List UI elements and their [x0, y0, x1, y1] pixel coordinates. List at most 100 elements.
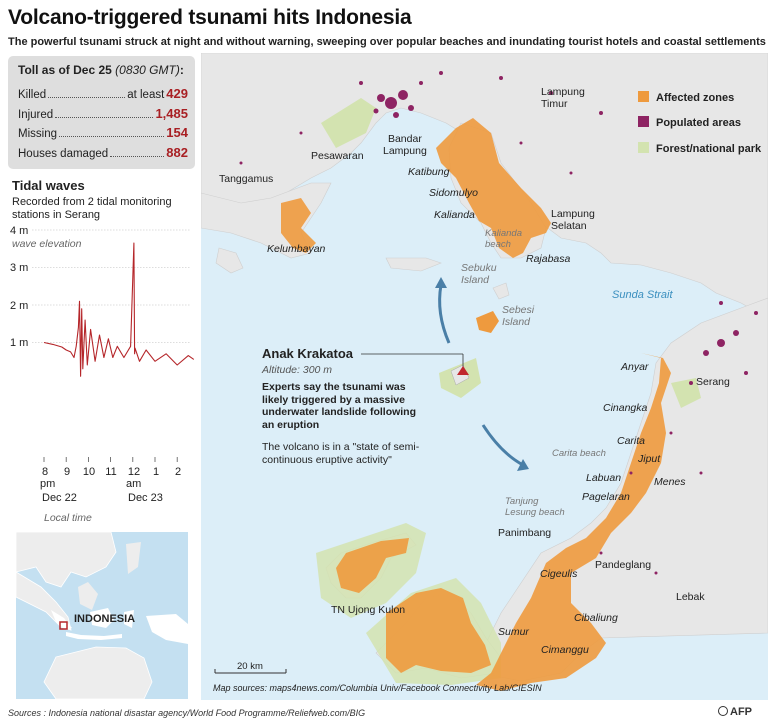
x-tick-label: 9	[63, 466, 71, 478]
place-bandar-lampung: Bandar Lampung	[383, 133, 427, 157]
legend-label: Affected zones	[656, 92, 735, 104]
place-sidomulyo: Sidomulyo	[429, 187, 479, 199]
y-tick-label: 3 m	[10, 262, 29, 274]
x-ticks	[43, 457, 178, 462]
sebesi-island	[476, 311, 499, 333]
sebuku-island	[492, 282, 510, 300]
x-sub-dec22: Dec 22	[42, 492, 77, 504]
place-anyar: Anyar	[621, 361, 649, 373]
tidal-chart	[32, 229, 195, 462]
toll-heading-colon: :	[179, 63, 184, 77]
place-lebak: Lebak	[676, 591, 705, 603]
y-tick-label: 4 m	[10, 225, 29, 237]
x-tick-label: 2	[174, 466, 182, 478]
y-axis-label: wave elevation	[12, 238, 82, 250]
afp-logo: AFP	[718, 706, 752, 718]
x-sub-am: am	[126, 478, 142, 490]
place-sebuku-island: Sebuku Island	[461, 262, 497, 286]
x-sub-dec23: Dec 23	[128, 492, 163, 504]
place-carita: Carita	[617, 435, 646, 447]
place-panimbang: Panimbang	[498, 527, 552, 539]
toll-label: Killed	[18, 89, 47, 101]
place-kelumbayan: Kelumbayan	[267, 243, 326, 255]
inset-map: INDONESIA	[16, 532, 188, 699]
affected-zone-ujung-kulon	[386, 588, 491, 673]
place-carita-beach: Carita beach	[552, 448, 606, 459]
x-tick-label: 8	[41, 466, 49, 478]
forest-serang	[671, 378, 701, 408]
forest-pesawaran	[321, 98, 376, 148]
toll-label: Injured	[18, 109, 54, 121]
main-map: Affected zones Populated areas Forest/na…	[201, 53, 768, 700]
x-sub-pm: pm	[40, 478, 56, 490]
page-subtitle: The powerful tsunami struck at night and…	[8, 36, 766, 48]
toll-row-killed: Killed at least 429	[18, 86, 188, 101]
place-lampung-selatan: Lampung Selatan	[551, 208, 595, 232]
y-tick-label: 1 m	[10, 337, 29, 349]
place-pesawaran: Pesawaran	[311, 150, 364, 162]
volcano-icon	[457, 366, 469, 375]
place-kalianda: Kalianda	[434, 209, 475, 221]
x-tick-label: 11	[105, 466, 117, 478]
toll-heading: Toll as of Dec 25 (0830 GMT):	[18, 63, 184, 77]
place-ujung-kulon: TN Ujong Kulon	[331, 604, 406, 616]
chart-grid	[32, 229, 190, 343]
place-sunda-strait: Sunda Strait	[612, 289, 673, 301]
footer-sources: Sources : Indonesia national disastar ag…	[8, 708, 366, 718]
legend-item-populated: Populated areas	[638, 116, 741, 129]
place-cibaliung: Cibaliung	[574, 612, 618, 624]
island-legundi	[385, 257, 442, 272]
tidal-title: Tidal waves	[12, 178, 85, 193]
place-pagelaran: Pagelaran	[582, 491, 630, 503]
place-rajabasa: Rajabasa	[526, 253, 571, 265]
legend-item-affected: Affected zones	[638, 91, 734, 104]
tidal-subtitle: Recorded from 2 tidal monitoring station…	[12, 196, 172, 221]
toll-row-missing: Missing 154	[18, 125, 188, 140]
affected-zone-banten	[476, 353, 671, 691]
legend-label: Forest/national park	[656, 143, 762, 155]
volcano-note-activity: The volcano is in a "state of semi-conti…	[262, 441, 420, 466]
legend-swatch	[638, 142, 649, 153]
toll-label: Houses damaged	[18, 148, 109, 160]
place-tanggamus: Tanggamus	[219, 173, 274, 185]
volcano-name: Anak Krakatoa	[262, 346, 354, 361]
toll-heading-text: Toll as of Dec 25	[18, 63, 112, 77]
island-west	[215, 247, 244, 274]
scale-bar	[214, 669, 287, 674]
y-tick-label: 2 m	[10, 300, 29, 312]
page-title: Volcano-triggered tsunami hits Indonesia	[8, 6, 412, 29]
x-tick-label: 1	[152, 466, 160, 478]
toll-row-injured: Injured 1,485	[18, 106, 188, 121]
toll-value: 1,485	[155, 106, 188, 121]
populated-areas	[239, 71, 758, 575]
place-pandeglang: Pandeglang	[595, 559, 652, 571]
toll-label: Missing	[18, 128, 57, 140]
affected-zone-kelumbayan	[281, 198, 316, 253]
x-axis-label: Local time	[44, 512, 92, 524]
toll-value: 882	[166, 145, 188, 160]
place-menes: Menes	[654, 476, 686, 488]
legend-swatch	[638, 116, 649, 127]
volcano-altitude: Altitude: 300 m	[262, 364, 333, 376]
place-cigeulis: Cigeulis	[540, 568, 578, 580]
place-jiput: Jiput	[638, 453, 661, 465]
inset-country-label: INDONESIA	[74, 613, 136, 625]
toll-value: 429	[166, 86, 188, 101]
toll-box: Toll as of Dec 25 (0830 GMT): Killed at l…	[8, 56, 195, 169]
place-tanjung-lesung: Tanjung Lesung beach	[505, 496, 565, 518]
inset-location-marker	[59, 621, 68, 630]
credit-text: AFP	[730, 706, 752, 718]
place-labuan: Labuan	[586, 472, 622, 484]
wave-series-line	[43, 242, 195, 377]
scale-label: 20 km	[237, 661, 263, 672]
map-sources: Map sources: maps4news.com/Columbia Univ…	[213, 683, 542, 693]
volcano-note-landslide: Experts say the tsunami was likely trigg…	[262, 381, 417, 431]
affected-zone-panaitan	[336, 538, 409, 593]
place-sumur: Sumur	[498, 626, 529, 638]
toll-row-houses: Houses damaged 882	[18, 145, 188, 160]
toll-value: 154	[166, 125, 188, 140]
x-tick-label: 12	[127, 466, 141, 478]
inset-land	[16, 532, 188, 699]
legend-item-forest: Forest/national park	[638, 142, 761, 155]
toll-prefix: at least	[127, 89, 165, 101]
